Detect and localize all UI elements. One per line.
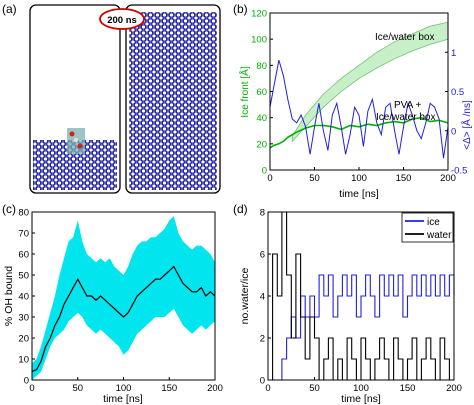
y-tick-label: -0.5 <box>451 166 467 177</box>
panel-d-frame <box>267 211 455 381</box>
panel-a: (a) 200 ns <box>2 2 221 194</box>
x-tick-label: 0 <box>265 383 270 394</box>
pva-atom <box>77 143 83 149</box>
panel-c: (c) 0 50 100 150 200 0 10 20 30 40 50 60 70 80 time [… <box>2 202 223 405</box>
legend-label-water: water <box>426 230 452 241</box>
annotation-ice-water: Ice/water box <box>375 32 434 43</box>
x-tick-label: 50 <box>72 383 83 394</box>
y-tick-label: 1 <box>451 48 456 59</box>
y-tick-label: 6 <box>260 250 265 261</box>
y-tick-label: 30 <box>18 313 29 324</box>
panel-d: (d) 0 50 100 150 200 0 2 4 6 8 time [ns] no.water… <box>233 202 462 405</box>
y-tick-label: 80 <box>18 208 29 219</box>
y-tick-label: 60 <box>18 250 29 261</box>
panel-d-label: (d) <box>233 202 248 216</box>
legend: ice water <box>401 212 454 243</box>
x-tick-label: 50 <box>309 173 320 184</box>
panel-c-plot: 0 50 100 150 200 0 10 20 30 40 50 60 70 80 <box>18 208 223 395</box>
y-tick-label: 80 <box>256 61 267 72</box>
legend-box <box>401 212 454 243</box>
panel-b: (b) 0 50 100 150 200 0 20 40 60 80 100 120 -0.5 0 0.5 1… <box>233 2 473 200</box>
x-tick-label: 200 <box>207 383 223 394</box>
y-tick-label: 70 <box>18 229 29 240</box>
y-tick-label: 100 <box>251 35 267 46</box>
x-tick-label: 100 <box>351 173 367 184</box>
panel-d-xlabel: time [ns] <box>341 393 381 405</box>
panel-c-frame <box>31 211 216 381</box>
y-tick-label: 60 <box>256 87 267 98</box>
panel-c-ylabel: % OH bound <box>3 266 15 326</box>
panel-a-label: (a) <box>2 2 17 16</box>
panel-c-xlabel: time [ns] <box>103 393 143 405</box>
x-tick-label: 150 <box>161 383 177 394</box>
x-tick-label: 0 <box>29 383 34 394</box>
x-tick-label: 150 <box>396 173 412 184</box>
panel-b-ylabel-right: <Δ> [Å /ns] <box>460 100 473 150</box>
annotation-pva: PVA + <box>394 100 421 111</box>
ice-slab-right <box>129 12 217 190</box>
ice-count-line <box>268 274 455 381</box>
y-tick-label: 8 <box>260 208 265 219</box>
y-tick-label: 20 <box>18 334 29 345</box>
y-tick-label: 0 <box>262 166 267 177</box>
x-tick-label: 100 <box>116 383 132 394</box>
x-tick-label: 200 <box>440 173 456 184</box>
y-tick-label: 20 <box>256 139 267 150</box>
y-tick-label: 0.5 <box>451 87 464 98</box>
time-badge <box>99 8 145 30</box>
y-tick-label: 40 <box>256 113 267 124</box>
x-tick-label: 0 <box>267 173 272 184</box>
x-tick-label: 100 <box>353 383 369 394</box>
time-badge-text: 200 ns <box>107 15 137 26</box>
oh-bound-line <box>31 265 216 373</box>
panel-b-frame <box>269 12 449 171</box>
y-tick-label: 10 <box>18 355 29 366</box>
panel-b-label: (b) <box>233 2 248 16</box>
pva-atom <box>69 131 75 137</box>
pva-atom <box>73 137 79 143</box>
y-tick-label: 40 <box>18 292 29 303</box>
legend-label-ice: ice <box>427 217 440 228</box>
x-tick-label: 150 <box>400 383 416 394</box>
y-tick-label: 4 <box>260 292 265 303</box>
y-tick-label: 0 <box>24 376 29 387</box>
annotation-pva-ice-water: Ice/water box <box>376 112 435 123</box>
water-count-line <box>268 211 454 381</box>
y-tick-label: 2 <box>260 334 265 345</box>
y-tick-label: 50 <box>18 271 29 282</box>
panel-b-xlabel: time [ns] <box>339 188 379 200</box>
y-tick-label: 0 <box>451 126 456 137</box>
rate-line <box>269 59 449 159</box>
panel-c-label: (c) <box>2 202 16 216</box>
oh-bound-band <box>32 216 215 380</box>
x-tick-label: 50 <box>309 383 320 394</box>
panel-b-ylabel-left: Ice front [Å] <box>238 66 251 117</box>
panel-b-plot: 0 50 100 150 200 0 20 40 60 80 100 120 -0.5 0 0.5 1 <box>251 9 467 185</box>
panel-d-ylabel: no.water/ice <box>239 268 251 325</box>
y-tick-label: 120 <box>251 9 267 20</box>
x-tick-label: 200 <box>446 383 462 394</box>
panel-d-plot: 0 50 100 150 200 0 2 4 6 8 <box>260 208 462 395</box>
y-tick-label: 0 <box>260 376 265 387</box>
